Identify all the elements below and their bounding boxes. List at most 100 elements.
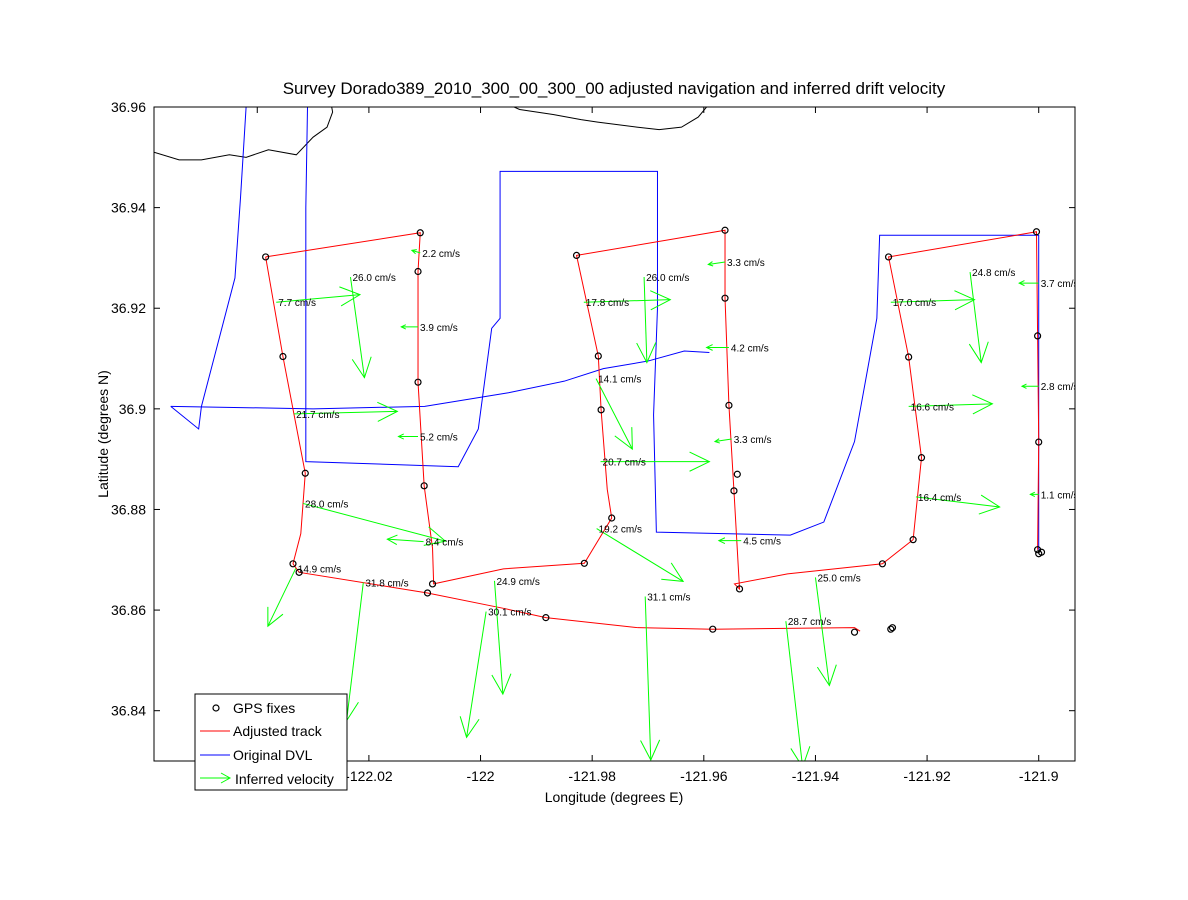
gps-fix-point: [1035, 438, 1043, 446]
velocity-arrow-head: [1020, 383, 1027, 389]
velocity-vector: 1.1 cm/s: [1029, 490, 1079, 501]
velocity-label: 14.9 cm/s: [298, 564, 341, 575]
velocity-label: 2.8 cm/s: [1041, 382, 1079, 393]
velocity-arrow-shaft: [267, 568, 297, 627]
velocity-label: 4.5 cm/s: [743, 537, 781, 548]
gps-fix-point: [905, 353, 913, 361]
velocity-arrow-head: [816, 664, 837, 687]
velocity-arrow-head: [1018, 280, 1025, 287]
gps-fix-point: [725, 401, 733, 409]
velocity-arrow-head: [954, 290, 976, 311]
velocity-arrow-head: [397, 433, 404, 440]
velocity-label: 3.7 cm/s: [1041, 279, 1079, 290]
velocity-vector: 21.7 cm/s: [294, 401, 399, 422]
legend: GPS fixes Adjusted track Original DVL In…: [194, 693, 348, 791]
velocity-arrow-head: [713, 438, 720, 444]
velocity-vector: 17.0 cm/s: [890, 290, 976, 311]
x-tick-label: -121.98: [568, 768, 616, 784]
velocity-vector: 2.2 cm/s: [410, 249, 460, 260]
velocity-vector: 16.6 cm/s: [908, 394, 994, 415]
legend-label-dvl: Original DVL: [233, 747, 313, 763]
velocity-arrow-head: [717, 537, 726, 545]
gps-fix-point: [301, 469, 309, 477]
velocity-label: 16.6 cm/s: [911, 402, 954, 413]
gps-fix-point: [721, 294, 729, 302]
x-tick-label: -121.92: [903, 768, 951, 784]
velocity-vector: 7.7 cm/s: [276, 286, 362, 309]
velocity-label: 20.7 cm/s: [603, 458, 646, 469]
y-tick-label: 36.9: [119, 401, 146, 417]
velocity-arrow-shaft: [644, 596, 652, 761]
chart-title: Survey Dorado389_2010_300_00_300_00 adju…: [283, 79, 946, 98]
gps-fix-point: [580, 559, 588, 567]
dvl-track-line: [170, 350, 710, 410]
gps-fix-point: [850, 628, 859, 636]
velocity-arrow-head: [968, 341, 989, 364]
gps-fix-point: [1034, 332, 1042, 340]
gps-fix-point: [608, 514, 616, 522]
velocity-label: 24.8 cm/s: [972, 268, 1015, 279]
velocity-vector: 3.3 cm/s: [707, 258, 765, 269]
velocity-vectors-layer: 2.2 cm/s 26.0 cm/s 7.7 cm/s 3.9 cm/s 21.7 cm…: [267, 249, 1079, 761]
gps-fix-point: [428, 580, 437, 588]
velocity-label: 17.8 cm/s: [586, 298, 629, 309]
velocity-arrow-head: [689, 451, 711, 472]
y-tick-label: 36.86: [111, 602, 146, 618]
velocity-label: 19.2 cm/s: [599, 525, 642, 536]
velocity-label: 4.2 cm/s: [731, 343, 769, 354]
velocity-arrow-head: [386, 534, 398, 545]
velocity-vector: 28.7 cm/s: [785, 617, 831, 761]
adjusted-track-line: [265, 256, 861, 632]
gps-fix-point: [733, 470, 741, 478]
velocity-arrow-shaft: [643, 277, 648, 363]
velocity-arrow-head: [614, 427, 633, 451]
velocity-vector: 17.8 cm/s: [583, 290, 672, 311]
velocity-label: 31.1 cm/s: [647, 592, 690, 603]
velocity-vector: 26.0 cm/s: [349, 273, 396, 379]
velocity-arrow-shaft: [595, 378, 633, 450]
velocity-arrow-head: [705, 344, 713, 351]
gps-fix-point: [730, 487, 738, 495]
gps-fix-point: [878, 560, 887, 568]
velocity-label: 3.3 cm/s: [734, 435, 772, 446]
dvl-track-layer: [170, 107, 1040, 550]
gps-fix-point: [1037, 548, 1046, 556]
velocity-label: 1.1 cm/s: [1041, 490, 1079, 501]
velocity-arrow-shaft: [276, 294, 361, 303]
y-tick-label: 36.92: [111, 300, 146, 316]
gps-fix-point: [884, 253, 893, 261]
velocity-label: 28.7 cm/s: [788, 617, 831, 628]
velocity-vector: 31.1 cm/s: [640, 592, 691, 761]
gps-fix-point: [888, 624, 897, 632]
legend-box: [194, 693, 348, 791]
plot-area: 2.2 cm/s 26.0 cm/s 7.7 cm/s 3.9 cm/s 21.7 cm…: [154, 107, 1079, 761]
velocity-label: 7.7 cm/s: [278, 298, 316, 309]
gps-fix-point: [709, 625, 717, 633]
legend-velocity-head: [220, 772, 232, 784]
x-tick-label: -121.96: [680, 768, 728, 784]
y-axis-label: Latitude (degrees N): [95, 370, 111, 498]
velocity-label: 24.9 cm/s: [496, 577, 539, 588]
velocity-vector: 14.9 cm/s: [267, 564, 341, 628]
gps-fix-point: [594, 352, 602, 360]
legend-velocity-arrow: [200, 772, 232, 784]
velocity-arrow-head: [650, 290, 672, 311]
coastline-segment: [154, 107, 334, 161]
velocity-arrow-shaft: [908, 403, 993, 407]
velocity-vector: 28.0 cm/s: [302, 499, 447, 546]
velocity-arrow-head: [640, 739, 661, 761]
coastline-layer: [154, 107, 708, 161]
velocity-vector: 26.0 cm/s: [636, 273, 689, 364]
velocity-arrow-head: [351, 356, 372, 379]
velocity-arrow-head: [377, 401, 399, 422]
x-tick-label: -122: [467, 768, 495, 784]
velocity-arrow-shaft: [346, 582, 364, 721]
velocity-vector: 4.5 cm/s: [717, 537, 781, 548]
gps-fix-point: [572, 251, 581, 260]
velocity-arrow-shaft: [387, 538, 424, 543]
velocity-arrow-shaft: [294, 410, 398, 415]
gps-fix-point: [289, 560, 297, 568]
velocity-label: 16.4 cm/s: [918, 493, 961, 504]
